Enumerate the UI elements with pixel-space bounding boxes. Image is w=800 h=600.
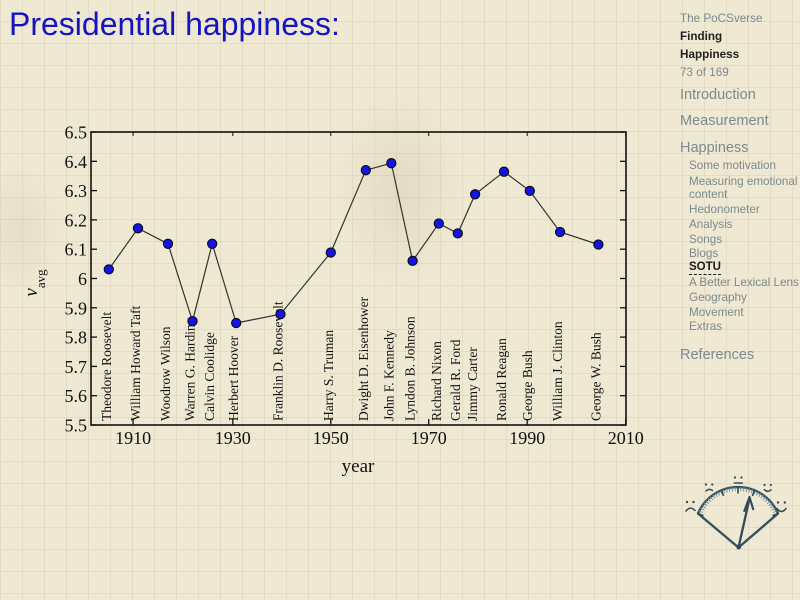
svg-text:6.5: 6.5 xyxy=(65,123,88,143)
svg-text:Calvin Coolidge: Calvin Coolidge xyxy=(202,332,217,421)
svg-text:5.8: 5.8 xyxy=(65,328,88,348)
svg-text:Theodore Roosevelt: Theodore Roosevelt xyxy=(99,312,114,421)
svg-text:5.7: 5.7 xyxy=(65,357,88,377)
svg-text:Harry S. Truman: Harry S. Truman xyxy=(321,330,336,421)
svg-text:Woodrow Wilson: Woodrow Wilson xyxy=(158,326,173,421)
svg-text:William Howard Taft: William Howard Taft xyxy=(128,306,143,421)
svg-text:Richard Nixon: Richard Nixon xyxy=(429,341,444,421)
svg-text:6.4: 6.4 xyxy=(65,152,88,172)
svg-text:vavg: vavg xyxy=(21,269,48,297)
svg-text:George W. Bush: George W. Bush xyxy=(588,332,603,421)
svg-text:6: 6 xyxy=(78,269,87,289)
svg-text:William J. Clinton: William J. Clinton xyxy=(550,321,565,421)
svg-text:2010: 2010 xyxy=(608,428,644,448)
svg-text:Lyndon B. Johnson: Lyndon B. Johnson xyxy=(403,316,418,421)
svg-text:Gerald R. Ford: Gerald R. Ford xyxy=(448,339,463,421)
svg-text:Ronald Reagan: Ronald Reagan xyxy=(494,338,509,421)
svg-text:1930: 1930 xyxy=(215,428,251,448)
svg-text:George Bush: George Bush xyxy=(520,350,535,421)
svg-text:1990: 1990 xyxy=(509,428,545,448)
svg-text:Franklin D. Roosevelt: Franklin D. Roosevelt xyxy=(271,301,286,421)
svg-text:John F. Kennedy: John F. Kennedy xyxy=(381,330,396,421)
svg-text:6.1: 6.1 xyxy=(65,240,88,260)
svg-text:Dwight D. Eisenhower: Dwight D. Eisenhower xyxy=(356,296,371,421)
svg-text:6.3: 6.3 xyxy=(65,181,88,201)
svg-text:6.2: 6.2 xyxy=(65,210,88,230)
svg-text:5.6: 5.6 xyxy=(65,386,88,406)
svg-text:5.5: 5.5 xyxy=(65,416,88,436)
svg-text:Jimmy Carter: Jimmy Carter xyxy=(465,347,480,421)
svg-text:1970: 1970 xyxy=(411,428,447,448)
svg-text:1950: 1950 xyxy=(313,428,349,448)
svg-text:5.9: 5.9 xyxy=(65,298,88,318)
svg-text:Warren G. Harding: Warren G. Harding xyxy=(183,317,198,421)
svg-text:Herbert Hoover: Herbert Hoover xyxy=(226,335,241,421)
svg-text:year: year xyxy=(342,456,375,477)
svg-text:1910: 1910 xyxy=(115,428,151,448)
